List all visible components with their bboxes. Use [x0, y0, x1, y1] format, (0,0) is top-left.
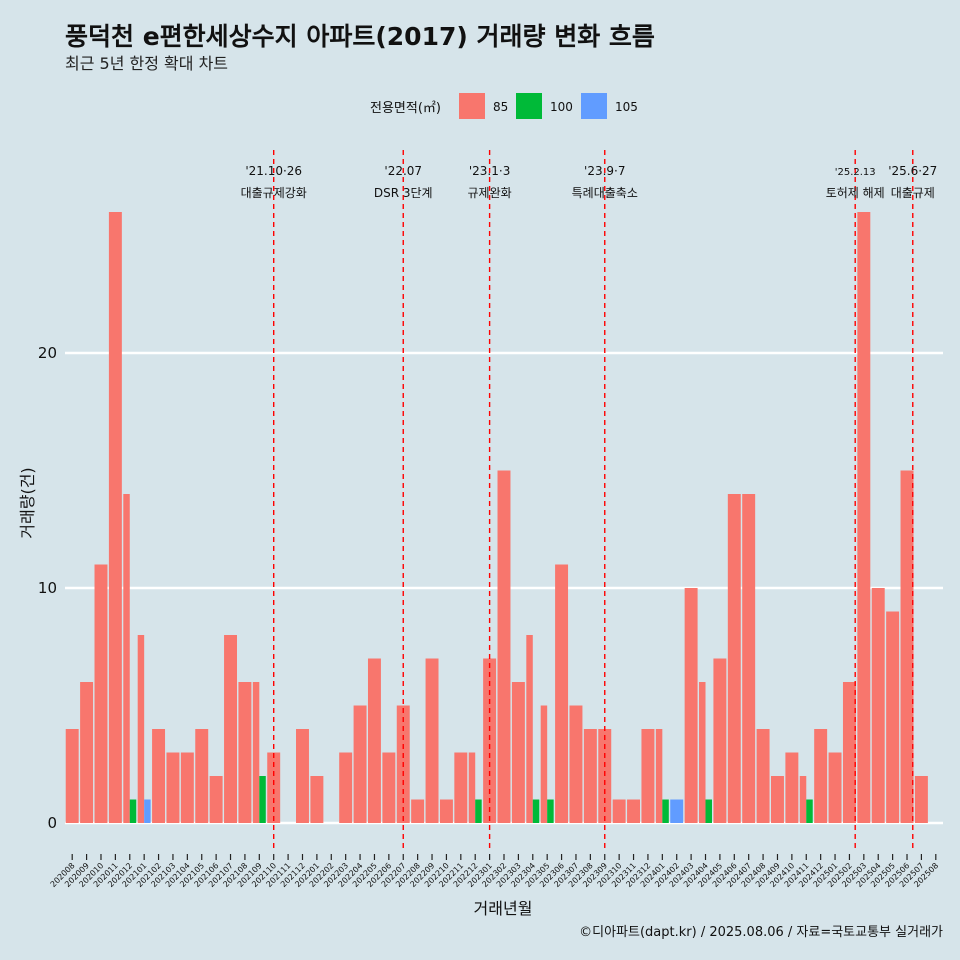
bar-85-202103	[166, 752, 180, 823]
bar-85-202305	[540, 705, 548, 823]
event-date-label: '25.6·27	[888, 164, 937, 178]
bar-100-202411	[806, 799, 813, 823]
bar-105-202402	[670, 799, 684, 823]
y-tick-label: 20	[38, 344, 57, 362]
bar-85-202411	[799, 776, 807, 823]
bar-85-202008	[65, 729, 79, 823]
bar-85-202010	[94, 564, 108, 823]
bar-85-202405	[713, 658, 727, 823]
bars	[65, 212, 928, 823]
bar-85-202011	[108, 212, 122, 823]
bar-85-202208	[411, 799, 425, 823]
event-name-label: 특례대출축소	[572, 186, 638, 200]
bar-100-202404	[705, 799, 712, 823]
legend-swatch-85	[459, 93, 485, 119]
bar-100-202401	[662, 799, 669, 823]
bar-100-202304	[532, 799, 540, 823]
bar-85-202307	[569, 705, 583, 823]
event-date-label: '22.07	[384, 164, 422, 178]
bar-85-202112	[296, 729, 309, 823]
y-axis-title: 거래량(건)	[18, 467, 37, 538]
bar-85-202410	[785, 752, 799, 823]
bar-85-202412	[814, 729, 828, 823]
bar-85-202101	[137, 635, 145, 823]
bar-105-202101	[144, 799, 151, 823]
bar-85-202312	[641, 729, 655, 823]
event-name-label: 대출규제	[891, 186, 935, 200]
event-date-label: '23.1·3	[469, 164, 510, 178]
legend-swatch-105	[581, 93, 607, 119]
bar-85-202503	[857, 212, 871, 823]
bar-85-202211	[454, 752, 468, 823]
legend-label-105: 105	[615, 100, 638, 114]
chart-title: 풍덕천 e편한세상수지 아파트(2017) 거래량 변화 흐름	[65, 22, 655, 51]
bar-85-202304	[526, 635, 533, 823]
event-date-label: '21.10·26	[245, 164, 302, 178]
event-date-label: '23.9·7	[584, 164, 625, 178]
y-tick-label: 0	[47, 814, 57, 832]
bar-85-202408	[756, 729, 770, 823]
bar-85-202311	[627, 799, 641, 823]
bar-85-202012	[123, 494, 130, 823]
legend-swatch-100	[516, 93, 542, 119]
bar-85-202210	[439, 799, 453, 823]
event-markers: '21.10·26 대출규제강화 '22.07 DSR 3단계 '23.1·3 규제완화 '…	[241, 150, 937, 852]
bar-85-202201	[310, 776, 324, 823]
event-name-label: 규제완화	[468, 186, 512, 200]
y-tick-label: 10	[38, 579, 57, 597]
legend-label-85: 85	[493, 100, 508, 114]
bar-85-202212	[468, 752, 476, 823]
event-name-label: DSR 3단계	[374, 186, 433, 200]
bar-85-202209	[425, 658, 439, 823]
bar-85-202404	[699, 682, 706, 823]
bar-85-202301	[483, 658, 497, 823]
bar-85-202507	[914, 776, 928, 823]
bar-85-202203	[339, 752, 353, 823]
x-axis: 2020082020092020102020112020122021012021…	[49, 854, 940, 889]
bar-100-202012	[129, 799, 137, 823]
bar-85-202009	[80, 682, 94, 823]
bar-85-202506	[900, 470, 914, 823]
x-axis-title: 거래년월	[474, 899, 533, 918]
event-date-label: '25.2.13	[835, 167, 876, 178]
bar-85-202409	[771, 776, 784, 823]
bar-85-202306	[555, 564, 569, 823]
bar-100-202212	[475, 799, 482, 823]
bar-85-202205	[367, 658, 381, 823]
bar-100-202109	[259, 776, 266, 823]
chart-subtitle: 최근 5년 한정 확대 차트	[65, 54, 228, 73]
bar-85-202110	[267, 752, 281, 823]
bar-85-202504	[871, 588, 885, 823]
bar-85-202502	[842, 682, 856, 823]
legend: 전용면적(㎡) 85 100 105	[370, 93, 638, 119]
bar-85-202105	[195, 729, 209, 823]
legend-label-100: 100	[550, 100, 573, 114]
bar-100-202305	[547, 799, 554, 823]
bar-85-202401	[655, 729, 663, 823]
bar-85-202106	[209, 776, 223, 823]
caption: ©디아파트(dapt.kr) / 2025.08.06 / 자료=국토교통부 실…	[579, 925, 943, 940]
bar-85-202107	[224, 635, 237, 823]
bar-85-202102	[152, 729, 166, 823]
bar-85-202302	[497, 470, 511, 823]
bar-85-202109	[252, 682, 260, 823]
bar-85-202206	[382, 752, 396, 823]
bar-85-202303	[511, 682, 525, 823]
bar-85-202310	[612, 799, 626, 823]
bar-85-202501	[828, 752, 842, 823]
bar-85-202204	[353, 705, 367, 823]
event-name-label: 토허제 해제	[826, 186, 885, 200]
bar-85-202108	[238, 682, 252, 823]
event-name-label: 대출규제강화	[241, 186, 307, 200]
bar-85-202104	[180, 752, 194, 823]
bar-85-202505	[886, 611, 900, 823]
y-axis: 0 10 20	[38, 344, 57, 832]
bar-85-202407	[742, 494, 756, 823]
legend-title: 전용면적(㎡)	[370, 101, 441, 116]
bar-85-202406	[727, 494, 741, 823]
bar-85-202308	[583, 729, 597, 823]
bar-85-202403	[684, 588, 698, 823]
